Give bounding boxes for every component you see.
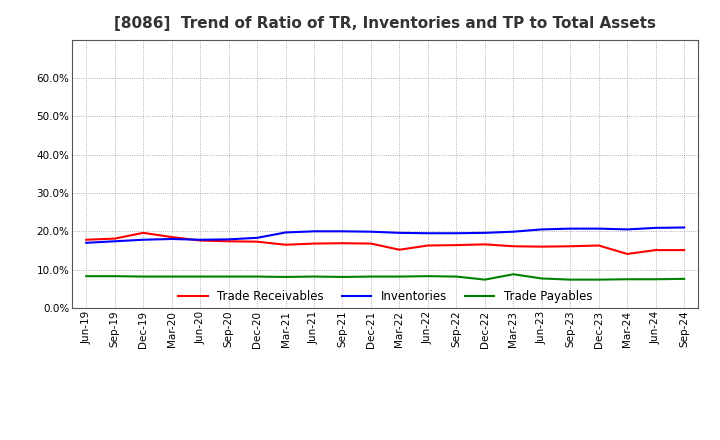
Inventories — [82, 240, 91, 246]
Trade Receivables — [282, 242, 290, 247]
Inventories — [566, 226, 575, 231]
Trade Payables — [139, 274, 148, 279]
Line: Trade Payables: Trade Payables — [86, 274, 684, 280]
Trade Receivables — [395, 247, 404, 253]
Trade Payables — [310, 274, 318, 279]
Inventories — [509, 229, 518, 235]
Trade Receivables — [595, 243, 603, 248]
Inventories — [225, 237, 233, 242]
Inventories — [338, 229, 347, 234]
Inventories — [537, 227, 546, 232]
Inventories — [196, 237, 204, 242]
Trade Receivables — [310, 241, 318, 246]
Trade Payables — [509, 271, 518, 277]
Inventories — [310, 229, 318, 234]
Trade Receivables — [423, 243, 432, 248]
Trade Payables — [595, 277, 603, 282]
Trade Receivables — [366, 241, 375, 246]
Inventories — [652, 225, 660, 231]
Trade Payables — [167, 274, 176, 279]
Trade Receivables — [253, 239, 261, 244]
Trade Payables — [537, 276, 546, 281]
Inventories — [110, 238, 119, 244]
Inventories — [480, 230, 489, 235]
Legend: Trade Receivables, Inventories, Trade Payables: Trade Receivables, Inventories, Trade Pa… — [174, 285, 597, 308]
Inventories — [423, 231, 432, 236]
Trade Receivables — [338, 241, 347, 246]
Line: Inventories: Inventories — [86, 227, 684, 243]
Trade Payables — [225, 274, 233, 279]
Trade Receivables — [680, 247, 688, 253]
Trade Payables — [680, 276, 688, 282]
Trade Payables — [623, 277, 631, 282]
Trade Payables — [452, 274, 461, 279]
Inventories — [253, 235, 261, 241]
Trade Payables — [480, 277, 489, 282]
Trade Payables — [253, 274, 261, 279]
Title: [8086]  Trend of Ratio of TR, Inventories and TP to Total Assets: [8086] Trend of Ratio of TR, Inventories… — [114, 16, 656, 32]
Trade Payables — [82, 274, 91, 279]
Trade Receivables — [452, 242, 461, 248]
Trade Payables — [196, 274, 204, 279]
Trade Payables — [566, 277, 575, 282]
Trade Receivables — [537, 244, 546, 249]
Trade Payables — [395, 274, 404, 279]
Inventories — [139, 237, 148, 242]
Inventories — [366, 229, 375, 235]
Trade Receivables — [509, 244, 518, 249]
Trade Receivables — [167, 235, 176, 240]
Trade Payables — [282, 274, 290, 279]
Trade Payables — [338, 274, 347, 279]
Trade Receivables — [225, 238, 233, 244]
Trade Receivables — [566, 244, 575, 249]
Trade Receivables — [480, 242, 489, 247]
Inventories — [623, 227, 631, 232]
Inventories — [167, 236, 176, 242]
Inventories — [680, 225, 688, 230]
Trade Receivables — [196, 238, 204, 243]
Trade Payables — [423, 274, 432, 279]
Trade Payables — [652, 277, 660, 282]
Trade Receivables — [139, 230, 148, 235]
Inventories — [395, 230, 404, 235]
Trade Receivables — [110, 236, 119, 241]
Inventories — [282, 230, 290, 235]
Trade Receivables — [82, 237, 91, 242]
Trade Payables — [366, 274, 375, 279]
Trade Receivables — [652, 247, 660, 253]
Trade Receivables — [623, 251, 631, 257]
Line: Trade Receivables: Trade Receivables — [86, 233, 684, 254]
Inventories — [452, 231, 461, 236]
Trade Payables — [110, 274, 119, 279]
Inventories — [595, 226, 603, 231]
